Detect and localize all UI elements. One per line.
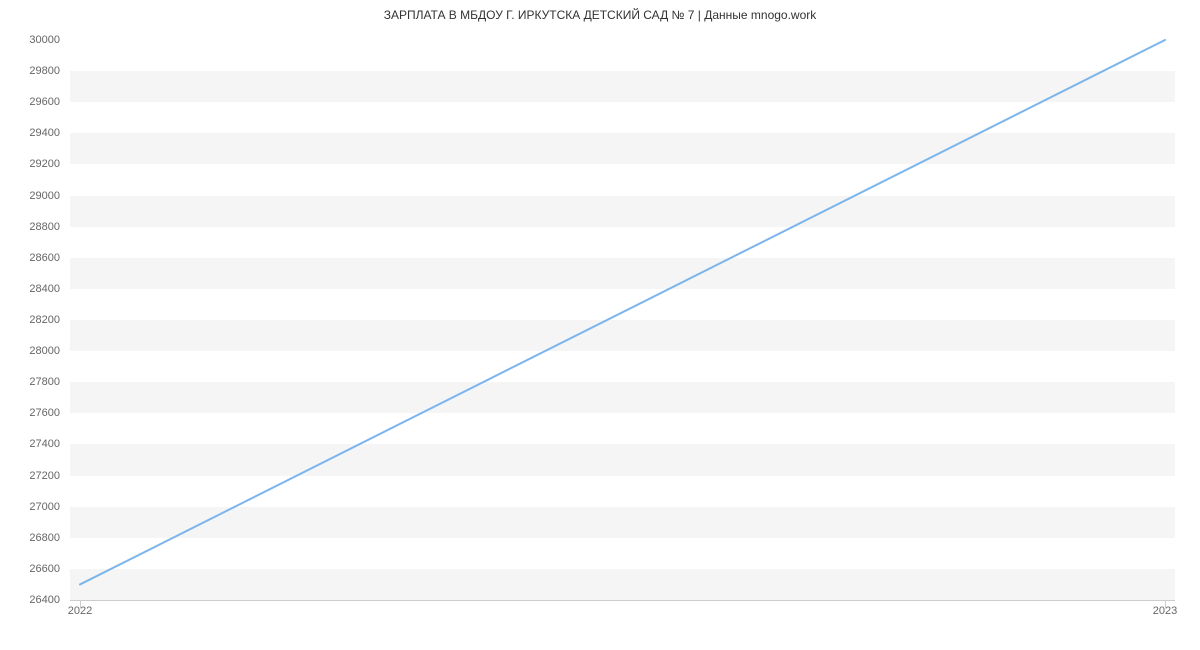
plot-area bbox=[70, 40, 1175, 601]
y-tick-label: 26600 bbox=[5, 563, 60, 575]
y-tick-label: 27000 bbox=[5, 501, 60, 513]
y-tick-label: 28000 bbox=[5, 345, 60, 357]
y-tick-label: 27800 bbox=[5, 376, 60, 388]
y-tick-label: 29400 bbox=[5, 127, 60, 139]
y-tick-label: 28800 bbox=[5, 221, 60, 233]
y-tick-label: 29200 bbox=[5, 158, 60, 170]
y-tick-label: 27200 bbox=[5, 470, 60, 482]
y-tick-label: 27400 bbox=[5, 438, 60, 450]
y-tick-label: 26400 bbox=[5, 594, 60, 606]
y-tick-label: 29000 bbox=[5, 190, 60, 202]
x-tick-mark bbox=[80, 600, 81, 608]
series-line bbox=[80, 40, 1165, 584]
x-tick-mark bbox=[1165, 600, 1166, 608]
y-tick-label: 28600 bbox=[5, 252, 60, 264]
y-tick-label: 28200 bbox=[5, 314, 60, 326]
y-tick-label: 27600 bbox=[5, 407, 60, 419]
chart-title: ЗАРПЛАТА В МБДОУ Г. ИРКУТСКА ДЕТСКИЙ САД… bbox=[0, 8, 1200, 22]
salary-chart: ЗАРПЛАТА В МБДОУ Г. ИРКУТСКА ДЕТСКИЙ САД… bbox=[0, 0, 1200, 650]
line-series bbox=[70, 40, 1175, 600]
y-tick-label: 30000 bbox=[5, 34, 60, 46]
y-tick-label: 29800 bbox=[5, 65, 60, 77]
y-tick-label: 26800 bbox=[5, 532, 60, 544]
y-tick-label: 28400 bbox=[5, 283, 60, 295]
y-tick-label: 29600 bbox=[5, 96, 60, 108]
